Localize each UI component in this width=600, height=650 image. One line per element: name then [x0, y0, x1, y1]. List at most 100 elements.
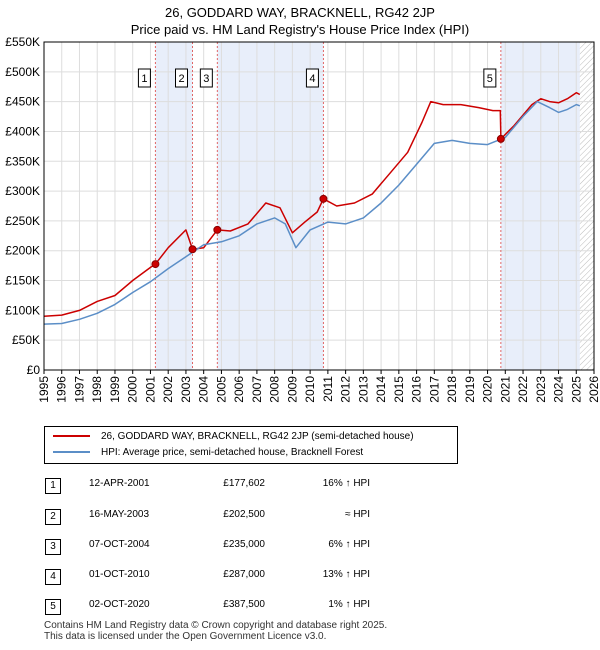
x-tick-label: 2008: [268, 376, 282, 403]
sale-number-box: 2: [45, 509, 61, 525]
x-tick-label: 2002: [161, 376, 175, 403]
sale-label-box: [175, 68, 188, 88]
x-tick-label: 2016: [410, 376, 424, 403]
sale-price: £177,602: [223, 478, 265, 489]
sale-row: 5 02-OCT-2020 £387,500 1% ↑ HPI: [0, 596, 600, 616]
sale-label-number: 3: [203, 73, 209, 85]
y-tick-label: £150K: [5, 274, 40, 288]
x-tick-label: 2021: [498, 376, 512, 403]
sale-label-box: [137, 68, 151, 88]
legend-swatch-hpi: [53, 451, 90, 454]
x-tick-label: 1998: [90, 376, 104, 403]
x-tick-label: 2005: [214, 376, 228, 403]
y-tick-label: £400K: [5, 124, 40, 138]
x-tick-label: 2003: [179, 376, 193, 403]
legend-item-property: 26, GODDARD WAY, BRACKNELL, RG42 2JP (se…: [53, 429, 414, 445]
y-tick-label: £450K: [5, 95, 40, 109]
title-line-2: Price paid vs. HM Land Registry's House …: [130, 22, 470, 37]
chart-title: 26, GODDARD WAY, BRACKNELL, RG42 2JP Pri…: [0, 4, 600, 38]
x-tick-label: 2017: [427, 376, 441, 403]
y-tick-label: £500K: [5, 65, 40, 79]
x-tick-label: 2010: [303, 376, 317, 403]
x-tick-label: 2023: [534, 376, 548, 403]
sale-label-number: 4: [309, 73, 315, 85]
x-tick-label: 1999: [108, 376, 122, 403]
legend-swatch-property: [53, 435, 90, 438]
sale-point: [496, 134, 505, 143]
legend-label-property: 26, GODDARD WAY, BRACKNELL, RG42 2JP (se…: [101, 431, 414, 442]
x-tick-label: 2004: [197, 376, 211, 403]
hpi-line: [44, 100, 581, 325]
sale-date: 07-OCT-2004: [89, 539, 150, 550]
sale-date: 02-OCT-2020: [89, 599, 150, 610]
sale-hpi-diff: 6% ↑ HPI: [328, 539, 370, 550]
y-tick-label: £350K: [5, 154, 40, 168]
sale-label-number: 1: [141, 73, 147, 85]
hatched-region: [579, 42, 594, 370]
sale-label-box: [199, 68, 213, 88]
sale-label-box: [483, 68, 497, 88]
sale-price: £235,000: [223, 539, 265, 550]
sale-row: 2 16-MAY-2003 £202,500 ≈ HPI: [0, 506, 600, 526]
sale-hpi-diff: 16% ↑ HPI: [322, 478, 370, 489]
x-tick-label: 2013: [356, 376, 370, 403]
shaded-period: [217, 42, 324, 370]
sale-row: 4 01-OCT-2010 £287,000 13% ↑ HPI: [0, 566, 600, 586]
y-tick-label: £50K: [12, 333, 40, 347]
sale-number-box: 5: [45, 599, 61, 615]
footer-line-1: Contains HM Land Registry data © Crown c…: [44, 620, 388, 631]
x-tick-label: 2025: [569, 376, 583, 403]
sale-price: £287,000: [223, 569, 265, 580]
sale-date: 16-MAY-2003: [89, 509, 150, 520]
y-tick-label: £550K: [5, 35, 40, 49]
x-tick-label: 2022: [516, 376, 530, 403]
sale-label-number: 5: [487, 73, 493, 85]
sale-hpi-diff: 13% ↑ HPI: [322, 569, 370, 580]
x-tick-label: 2000: [126, 376, 140, 403]
sale-number-box: 3: [45, 539, 61, 555]
sale-price: £202,500: [223, 509, 265, 520]
sale-price: £387,500: [223, 599, 265, 610]
sale-date: 01-OCT-2010: [89, 569, 150, 580]
y-tick-label: £100K: [5, 303, 40, 317]
x-tick-label: 1996: [55, 376, 69, 403]
sale-hpi-diff: ≈ HPI: [345, 509, 370, 520]
sale-number-box: 4: [45, 569, 61, 585]
sale-point: [213, 225, 222, 234]
sale-label-box: [305, 68, 319, 88]
x-tick-label: 2026: [587, 376, 600, 403]
x-tick-label: 2020: [481, 376, 495, 403]
shaded-period: [155, 42, 193, 370]
x-tick-label: 1995: [37, 376, 51, 403]
sale-point: [319, 194, 328, 203]
chart-legend: 26, GODDARD WAY, BRACKNELL, RG42 2JP (se…: [44, 426, 458, 464]
x-tick-label: 2012: [339, 376, 353, 403]
x-tick-label: 2014: [374, 376, 388, 403]
x-tick-label: 2018: [445, 376, 459, 403]
price-chart: 1 2 3 4 5 £0 £50K £100K £150K £200K £250K £300K £350…: [5, 35, 600, 403]
sale-row: 1 12-APR-2001 £177,602 16% ↑ HPI: [0, 475, 600, 495]
x-tick-label: 2011: [321, 376, 335, 402]
sale-row: 3 07-OCT-2004 £235,000 6% ↑ HPI: [0, 536, 600, 556]
sale-point: [188, 245, 197, 254]
x-tick-label: 1997: [72, 376, 86, 403]
footer-attribution: Contains HM Land Registry data © Crown c…: [44, 620, 387, 642]
x-tick-label: 2015: [392, 376, 406, 403]
sale-date: 12-APR-2001: [89, 478, 150, 489]
x-tick-label: 2001: [143, 376, 157, 403]
sale-hpi-diff: 1% ↑ HPI: [328, 599, 370, 610]
plot-frame: [43, 41, 595, 371]
legend-item-hpi: HPI: Average price, semi-detached house,…: [53, 445, 363, 461]
title-line-1: 26, GODDARD WAY, BRACKNELL, RG42 2JP: [165, 5, 435, 20]
y-tick-label: £0: [27, 363, 41, 377]
sale-number-box: 1: [45, 478, 61, 494]
sale-point: [151, 260, 160, 269]
y-tick-label: £250K: [5, 214, 40, 228]
footer-line-2: This data is licensed under the Open Gov…: [44, 631, 327, 642]
sale-label-number: 2: [178, 73, 184, 85]
y-tick-label: £200K: [5, 244, 40, 258]
x-tick-label: 2024: [552, 376, 566, 403]
x-tick-label: 2006: [232, 376, 246, 403]
x-tick-label: 2007: [250, 376, 264, 403]
legend-label-hpi: HPI: Average price, semi-detached house,…: [101, 447, 364, 458]
